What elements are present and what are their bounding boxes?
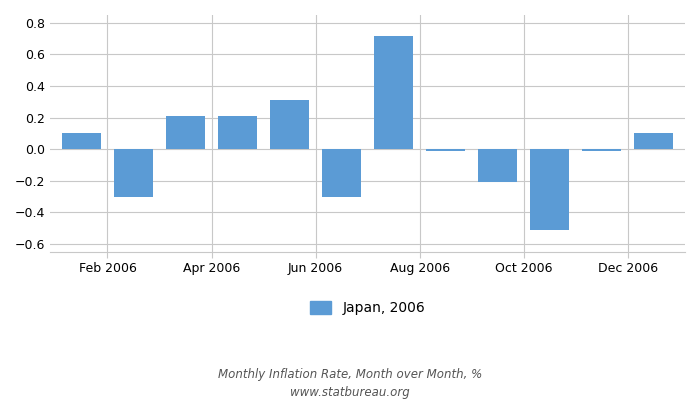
Bar [426, 149, 466, 151]
Bar [114, 149, 153, 197]
Legend: Japan, 2006: Japan, 2006 [303, 294, 432, 322]
Bar [270, 100, 309, 149]
Bar [478, 149, 517, 182]
Bar [322, 149, 361, 197]
Text: Monthly Inflation Rate, Month over Month, %: Monthly Inflation Rate, Month over Month… [218, 368, 482, 381]
Bar [62, 134, 101, 149]
Bar [166, 116, 205, 149]
Bar [582, 149, 622, 151]
Bar [530, 149, 569, 230]
Bar [634, 134, 673, 149]
Text: www.statbureau.org: www.statbureau.org [290, 386, 410, 399]
Bar [218, 116, 257, 149]
Bar [374, 36, 413, 149]
